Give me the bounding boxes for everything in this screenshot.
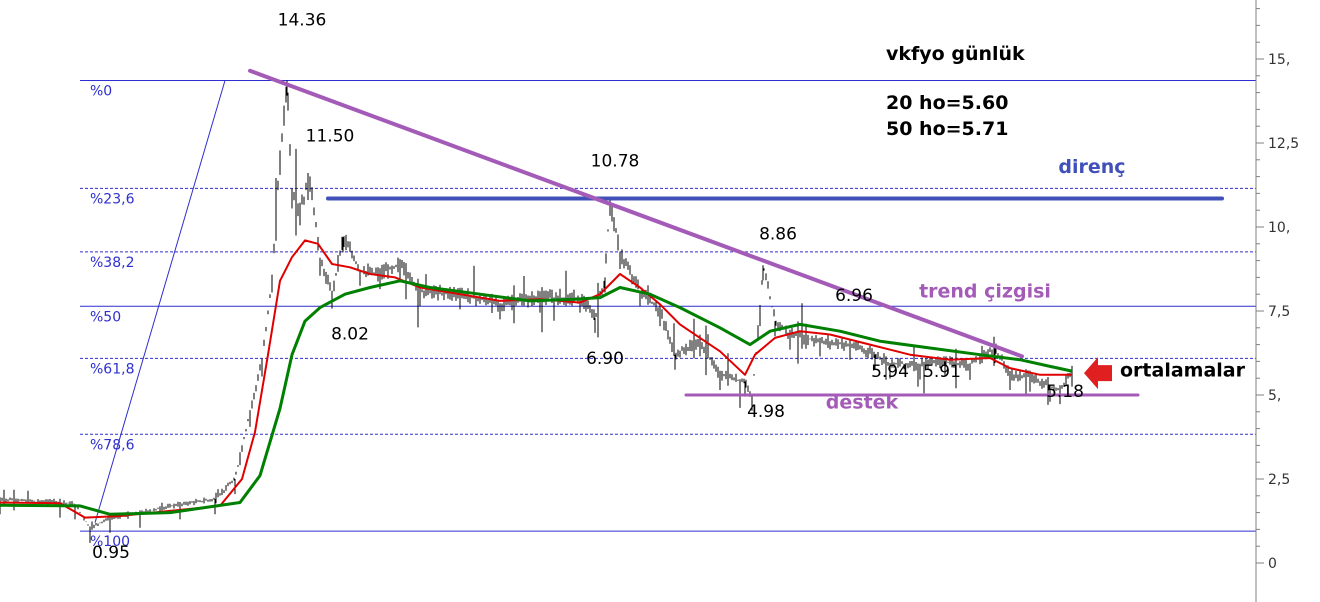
price-annotation: 4.98 bbox=[747, 402, 785, 422]
fib-level-label: %61,8 bbox=[90, 361, 134, 377]
chart-label: direnç bbox=[1058, 156, 1125, 178]
series-line-20-ho bbox=[0, 240, 1072, 517]
price-annotation: 11.50 bbox=[306, 126, 355, 146]
price-annotation: 5.18 bbox=[1046, 382, 1084, 402]
y-tick-label: 5, bbox=[1268, 388, 1281, 404]
price-annotation: 10.78 bbox=[591, 152, 640, 172]
y-tick-label: 0 bbox=[1268, 556, 1277, 572]
y-tick-label: 10, bbox=[1268, 220, 1290, 236]
fib-level-label: %78,6 bbox=[90, 437, 135, 453]
fib-level-label: %23,6 bbox=[90, 191, 135, 207]
drawn-lines bbox=[250, 71, 1222, 395]
arrow-icon bbox=[1084, 357, 1112, 389]
price-annotation: 5.91 bbox=[923, 362, 961, 382]
y-tick-label: 2,5 bbox=[1268, 472, 1290, 488]
chart-title: vkfyo günlük bbox=[886, 43, 1025, 65]
annotations: vkfyo günlük 20 ho=5.60 50 ho=5.71 14.36… bbox=[92, 10, 1246, 563]
y-tick-label: 7,5 bbox=[1268, 304, 1290, 320]
price-annotation: 8.02 bbox=[331, 325, 369, 345]
chart-label: trend çizgisi bbox=[919, 281, 1051, 303]
fib-level-label: %38,2 bbox=[90, 255, 134, 271]
price-annotation: 6.90 bbox=[586, 349, 624, 369]
y-axis: 0 2,5 5, 7,5 10, 12,5 15, bbox=[1256, 0, 1299, 602]
price-annotation: 8.86 bbox=[759, 224, 797, 244]
moving-averages bbox=[0, 240, 1072, 517]
price-bars bbox=[0, 81, 1072, 543]
fib-level-label: %0 bbox=[90, 84, 112, 100]
price-annotation: 5.94 bbox=[871, 362, 909, 382]
y-tick-label: 12,5 bbox=[1268, 136, 1299, 152]
y-tick-label: 15, bbox=[1268, 52, 1290, 68]
chart-label: ortalamalar bbox=[1120, 360, 1246, 382]
fib-anchor-line bbox=[95, 81, 225, 523]
price-annotation: 6.96 bbox=[835, 286, 873, 306]
price-annotation: 0.95 bbox=[92, 543, 130, 563]
indicator-50: 50 ho=5.71 bbox=[886, 118, 1008, 140]
price-annotation: 14.36 bbox=[278, 10, 327, 30]
chart-label: destek bbox=[826, 391, 899, 413]
fib-level-label: %50 bbox=[90, 309, 121, 325]
indicator-20: 20 ho=5.60 bbox=[886, 92, 1008, 114]
price-bar-path bbox=[0, 87, 1072, 530]
